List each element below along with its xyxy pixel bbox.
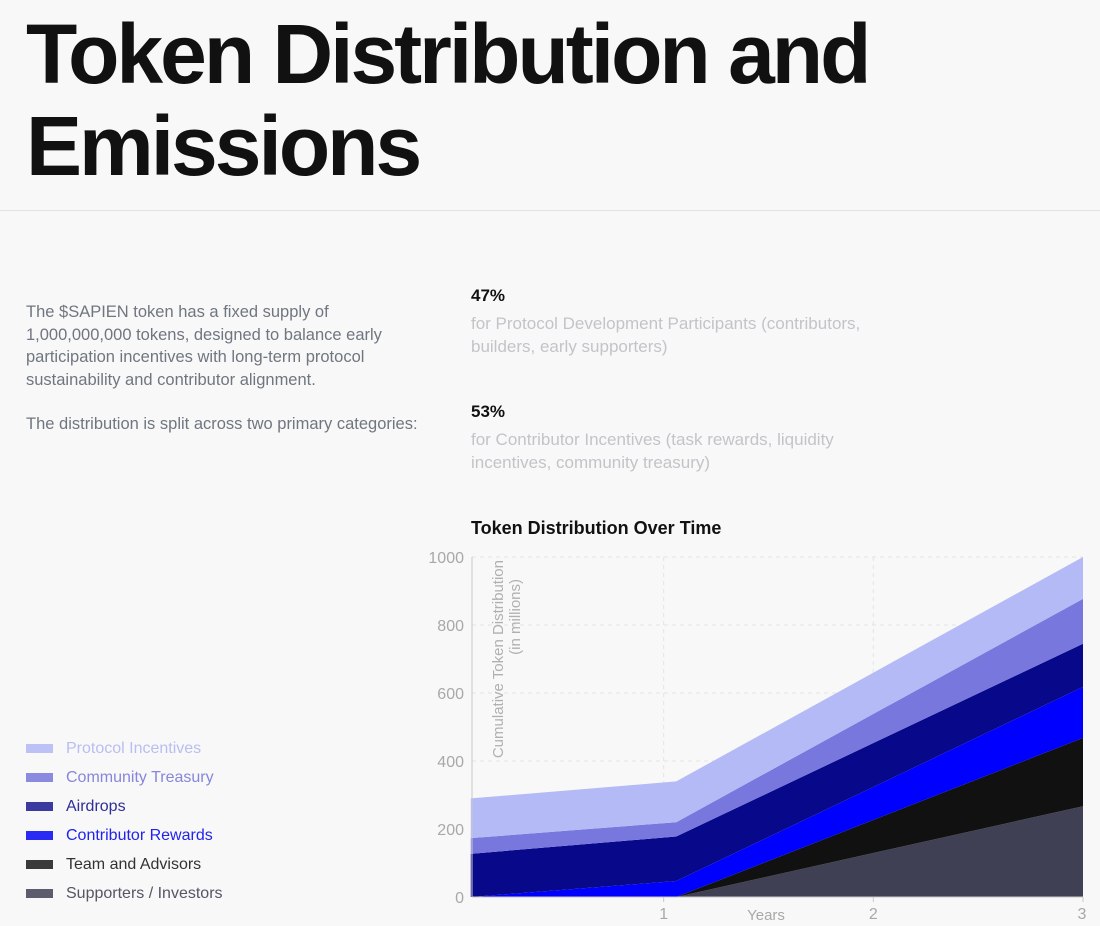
legend-swatch <box>26 831 53 840</box>
legend-item: Team and Advisors <box>26 850 223 879</box>
intro-paragraph: The $SAPIEN token has a fixed supply of … <box>26 303 382 389</box>
intro-paragraph: The distribution is split across two pri… <box>26 415 418 433</box>
legend-item: Supporters / Investors <box>26 879 223 908</box>
area-series-airdrops <box>470 643 1084 897</box>
intro-text: The $SAPIEN token has a fixed supply of … <box>26 301 436 458</box>
legend-item: Protocol Incentives <box>26 734 223 763</box>
legend-item: Airdrops <box>26 792 223 821</box>
y-tick-label: 0 <box>455 890 464 907</box>
chart-legend: Protocol Incentives Community Treasury Air… <box>26 734 223 908</box>
legend-label: Airdrops <box>66 797 126 815</box>
stat-percent: 47% <box>471 286 506 305</box>
legend-label: Team and Advisors <box>66 855 202 873</box>
legend-swatch <box>26 773 53 782</box>
x-axis-label: Years <box>747 907 785 924</box>
legend-label: Community Treasury <box>66 768 214 786</box>
area-chart: 0 200 400 600 800 1000 1 2 3 Years Cumulative Toke… <box>428 550 1087 924</box>
stat-percent: 53% <box>471 402 506 421</box>
stat-description: for Protocol Development Participants (c… <box>471 314 861 356</box>
y-axis-label: Cumulative Token Distribution(in million… <box>490 560 524 758</box>
x-tick-label: 2 <box>869 906 878 923</box>
x-tick-label: 1 <box>659 906 668 923</box>
y-tick-label: 800 <box>437 618 464 635</box>
y-tick-label: 200 <box>437 822 464 839</box>
x-tick-label: 3 <box>1078 906 1087 923</box>
page-title: Token Distribution and Emissions <box>26 7 871 193</box>
divider <box>0 210 1100 211</box>
legend-item: Community Treasury <box>26 763 223 792</box>
legend-swatch <box>26 802 53 811</box>
area-series-contributor-rewards <box>470 686 1084 897</box>
legend-item: Contributor Rewards <box>26 821 223 850</box>
legend-swatch <box>26 744 53 753</box>
legend-label: Supporters / Investors <box>66 884 223 902</box>
chart-title: Token Distribution Over Time <box>471 518 722 538</box>
area-series-team-and-advisors <box>470 737 1084 897</box>
stat-description: for Contributor Incentives (task rewards… <box>471 430 834 472</box>
area-series-supporters-investors <box>470 806 1084 897</box>
legend-label: Protocol Incentives <box>66 739 202 757</box>
stat-contributor-incentives: 53% for Contributor Incentives (task rew… <box>471 400 891 474</box>
legend-swatch <box>26 889 53 898</box>
y-tick-label: 1000 <box>428 550 464 567</box>
y-tick-label: 400 <box>437 754 464 771</box>
area-series-protocol-incentives <box>470 557 1084 839</box>
y-tick-label: 600 <box>437 686 464 703</box>
stat-protocol-development: 47% for Protocol Development Participant… <box>471 284 891 358</box>
legend-label: Contributor Rewards <box>66 826 213 844</box>
legend-swatch <box>26 860 53 869</box>
